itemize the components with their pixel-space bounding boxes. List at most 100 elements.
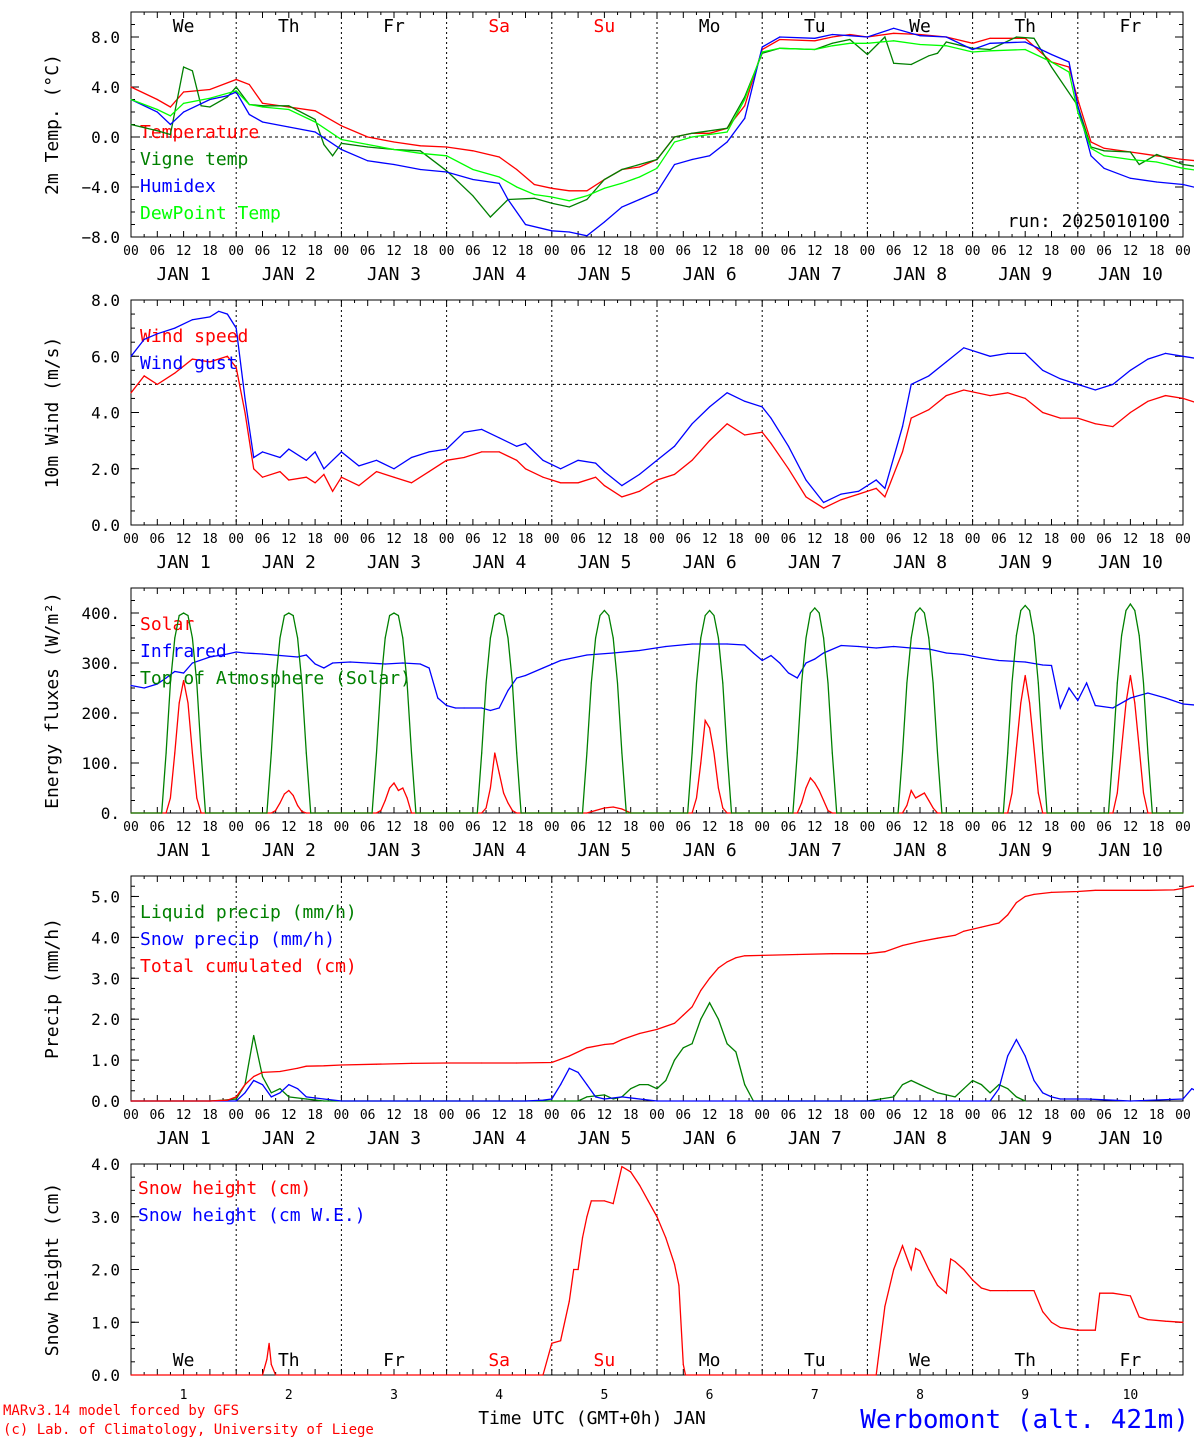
- data-point: [446, 146, 448, 148]
- data-point: [897, 812, 899, 814]
- legend-entry: Wind gust: [140, 353, 238, 374]
- data-point: [910, 417, 912, 419]
- data-point: [796, 752, 798, 754]
- data-point: [730, 812, 733, 814]
- data-point: [656, 158, 658, 161]
- data-point: [831, 953, 833, 955]
- day-name: Sa: [488, 16, 510, 37]
- series-line: [130, 32, 1194, 192]
- data-point: [305, 752, 307, 754]
- data-point: [196, 797, 198, 799]
- data-point: [1182, 887, 1184, 889]
- data-point: [577, 1268, 579, 1271]
- hour-label: 18: [623, 1108, 639, 1123]
- data-point: [332, 490, 334, 492]
- data-point: [1007, 752, 1009, 754]
- data-point: [226, 653, 228, 655]
- data-point: [945, 36, 947, 38]
- data-point: [656, 459, 658, 461]
- data-point: [340, 142, 342, 144]
- data-point: [770, 417, 772, 419]
- data-point: [367, 662, 369, 664]
- data-point: [485, 682, 487, 684]
- data-point: [779, 38, 781, 41]
- data-point: [1147, 692, 1149, 694]
- station-label: Werbomont (alt. 421m): [860, 1405, 1189, 1435]
- data-point: [288, 106, 290, 108]
- data-point: [744, 105, 746, 107]
- y-tick-label: 1.0: [91, 1051, 120, 1070]
- date-label: JAN 8: [893, 264, 947, 285]
- data-point: [410, 482, 413, 484]
- data-point: [402, 662, 404, 664]
- data-point: [910, 1268, 912, 1271]
- hour-label: 00: [754, 1108, 770, 1123]
- data-point: [1015, 1039, 1018, 1041]
- data-point: [1007, 812, 1009, 814]
- hour-label: 12: [912, 244, 928, 259]
- data-point: [209, 88, 211, 91]
- data-point: [397, 789, 399, 792]
- hour-label: 00: [544, 244, 560, 259]
- data-point: [485, 807, 487, 809]
- data-point: [673, 141, 676, 143]
- data-point: [923, 612, 926, 614]
- data-point: [682, 1047, 684, 1049]
- hour-label: 06: [1096, 820, 1112, 835]
- data-point: [1007, 1055, 1009, 1057]
- data-point: [524, 442, 527, 444]
- data-point: [1134, 702, 1136, 704]
- data-point: [638, 163, 641, 166]
- hour-label: 12: [281, 820, 297, 835]
- data-point: [1077, 417, 1079, 419]
- data-point: [884, 36, 886, 38]
- data-point: [717, 967, 720, 969]
- data-point: [191, 662, 193, 664]
- data-point: [700, 989, 702, 992]
- data-point: [340, 476, 342, 478]
- data-point: [1103, 150, 1105, 152]
- date-label: JAN 7: [788, 1128, 842, 1149]
- date-label: JAN 10: [1098, 552, 1163, 573]
- data-point: [1142, 792, 1145, 794]
- data-point: [428, 667, 430, 669]
- data-point: [1007, 1088, 1009, 1090]
- data-point: [209, 656, 211, 658]
- hour-label: 06: [1096, 244, 1112, 259]
- data-point: [936, 752, 939, 754]
- data-point: [831, 752, 833, 754]
- date-label: JAN 10: [1098, 1128, 1163, 1149]
- data-point: [735, 957, 737, 959]
- data-point: [621, 206, 623, 208]
- data-point: [1024, 1055, 1026, 1057]
- data-point: [787, 468, 790, 470]
- data-point: [1090, 141, 1092, 143]
- data-point: [1147, 1319, 1149, 1321]
- data-point: [1015, 747, 1018, 749]
- data-point: [503, 792, 505, 794]
- day-number: 3: [390, 1388, 398, 1403]
- data-point: [1151, 812, 1153, 814]
- hour-label: 06: [149, 820, 165, 835]
- data-point: [279, 1092, 281, 1094]
- data-point: [1112, 426, 1114, 428]
- data-point: [814, 48, 816, 51]
- data-point: [1125, 702, 1127, 704]
- data-point: [244, 397, 246, 399]
- data-point: [481, 451, 483, 453]
- data-point: [288, 479, 290, 481]
- date-label: JAN 3: [367, 264, 421, 285]
- data-point: [235, 1098, 237, 1100]
- data-point: [1134, 609, 1136, 612]
- hour-label: 06: [1096, 1108, 1112, 1123]
- data-point: [226, 355, 228, 357]
- data-point: [1112, 707, 1114, 709]
- data-point: [1042, 411, 1044, 414]
- date-label: JAN 1: [157, 1128, 211, 1149]
- data-point: [380, 682, 382, 684]
- data-point: [621, 168, 623, 171]
- data-point: [200, 105, 202, 107]
- data-point: [183, 111, 185, 113]
- data-point: [603, 485, 606, 487]
